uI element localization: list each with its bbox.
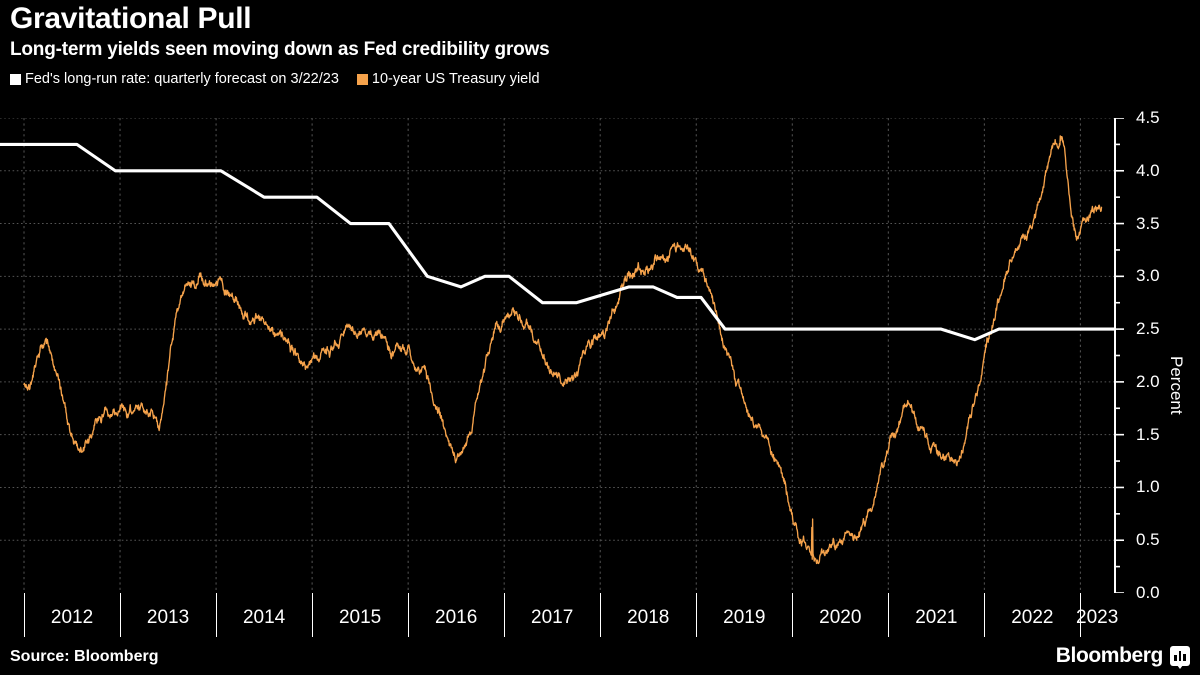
x-axis-separator [216, 593, 218, 637]
y-tick-label: 0.5 [1136, 530, 1160, 550]
chart-subtitle: Long-term yields seen moving down as Fed… [10, 39, 550, 60]
fed-longrun-rate-line [0, 142, 1114, 342]
y-axis-title: Percent [1167, 356, 1186, 415]
x-tick-label: 2019 [723, 607, 766, 628]
source-note: Source: Bloomberg [10, 648, 159, 665]
y-tick-label: 1.5 [1136, 424, 1160, 444]
chart-header: Gravitational Pull Long-term yields seen… [10, 2, 1190, 87]
y-tick-label: 3.5 [1136, 213, 1160, 233]
x-axis-separator [312, 593, 314, 637]
x-tick-label: 2020 [819, 607, 862, 628]
x-axis-separator [120, 593, 122, 637]
legend-item-1: 10-year US Treasury yield [356, 71, 540, 87]
chart-legend: Fed's long-run rate: quarterly forecast … [10, 71, 1190, 87]
vertical-gridlines [23, 118, 1081, 593]
x-tick-label: 2021 [915, 607, 958, 628]
x-axis-separator [792, 593, 794, 637]
legend-swatch-icon [10, 73, 21, 85]
y-tick-label: 0.0 [1136, 583, 1160, 602]
x-axis-separator [600, 593, 602, 637]
brand-name: Bloomberg [1055, 644, 1164, 667]
x-tick-label: 2014 [242, 607, 286, 628]
gridlines [0, 118, 1114, 541]
y-tick-label: 2.5 [1136, 319, 1160, 339]
y-tick-label: 2.0 [1136, 371, 1160, 391]
x-axis-separator [888, 593, 890, 637]
y-tick-label: 1.0 [1136, 477, 1160, 497]
plot-area [0, 118, 1114, 593]
x-tick-label: 2022 [1011, 607, 1054, 628]
legend-label: 10-year US Treasury yield [371, 71, 540, 87]
x-tick-label: 2012 [50, 607, 94, 628]
y-axis-spine [1114, 118, 1124, 593]
legend-swatch-icon [356, 73, 368, 85]
treasury-yield-line [23, 135, 1103, 565]
chart-title: Gravitational Pull [10, 2, 252, 35]
chart-footer: Source: Bloomberg Bloomberg [0, 641, 1200, 675]
x-tick-label: 2016 [435, 607, 478, 628]
x-tick-label: 2023 [1076, 607, 1119, 628]
x-axis-separator [984, 593, 986, 637]
chart-canvas [0, 118, 1114, 593]
x-axis-separator [408, 593, 410, 637]
x-axis-separator [504, 593, 506, 637]
x-axis-separator [696, 593, 698, 637]
x-axis-separator [1080, 593, 1082, 637]
y-axis: 0.0 0.5 1.0 1.5 2.0 2.5 3.0 3.5 4.0 4.5 Percent [1114, 108, 1200, 602]
bloomberg-branding: Bloomberg [1055, 644, 1190, 669]
legend-item-0: Fed's long-run rate: quarterly forecast … [10, 71, 339, 87]
x-tick-label: 2018 [627, 607, 670, 628]
legend-label: Fed's long-run rate: quarterly forecast … [25, 71, 339, 87]
y-tick-label: 4.5 [1136, 108, 1160, 127]
y-tick-label: 4.0 [1136, 160, 1160, 180]
bloomberg-logo-icon [1170, 646, 1190, 669]
x-axis-separator [24, 593, 25, 637]
y-tick-label: 3.0 [1136, 266, 1160, 286]
x-tick-label: 2015 [338, 607, 382, 628]
x-tick-label: 2017 [531, 607, 574, 628]
x-tick-label: 2013 [146, 607, 190, 628]
x-axis: 2012 2013 2014 2015 2016 2017 2018 2019 2020 2021… [0, 593, 1118, 641]
